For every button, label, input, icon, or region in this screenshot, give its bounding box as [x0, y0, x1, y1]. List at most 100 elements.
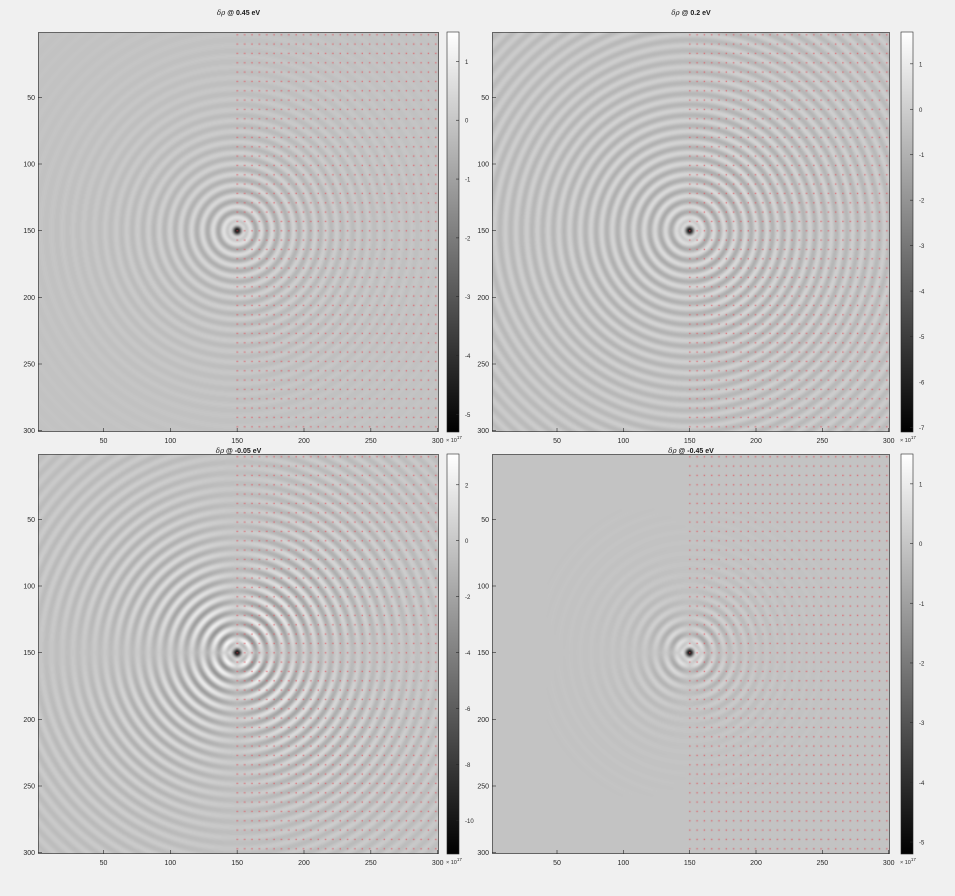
y-tick-label: 200 [477, 717, 489, 724]
x-tick-label: 250 [816, 860, 828, 867]
colorbar-exponent: × 1017 [900, 857, 916, 866]
title-text: @ 0.2 eV [681, 10, 711, 17]
colorbar-tick-label: -3 [465, 295, 471, 301]
colorbar-tick-label: -8 [465, 763, 471, 769]
colorbar-tick-label: -2 [919, 199, 925, 205]
heatmap-image [492, 454, 890, 854]
colorbar-tick-label: -6 [465, 707, 471, 713]
colorbar [900, 31, 914, 433]
y-tick-label: 150 [23, 650, 35, 657]
title-text: @ 0.45 eV [227, 10, 261, 17]
colorbar-exponent: × 1017 [446, 857, 462, 866]
x-tick-label: 50 [553, 438, 561, 445]
colorbar-tick-label: -1 [919, 602, 925, 608]
panel-3: δρ @ -0.05 eV 50 100 150 200 250 300 50 100 150 2… [0, 447, 477, 896]
colorbar-tick-label: 2 [465, 483, 469, 489]
x-tick-label: 200 [298, 438, 310, 445]
title-symbol: δρ [671, 9, 680, 17]
colorbar-tick-label: -1 [465, 178, 471, 184]
colorbar [446, 453, 460, 855]
x-tick-label: 300 [432, 860, 444, 867]
colorbar-exponent: × 1017 [900, 435, 916, 444]
y-tick-label: 100 [23, 584, 35, 591]
x-tick-label: 100 [617, 860, 629, 867]
colorbar-tick-label: -4 [465, 354, 471, 360]
y-tick-label: 250 [23, 362, 35, 369]
axes-overlay: 50 100 150 200 250 300 50 100 150 200 250 300 2 0 -2 -4… [23, 453, 474, 867]
colorbar-exponent-base: × 10 [446, 860, 457, 866]
panel-title: δρ @ -0.45 eV [492, 447, 890, 455]
heatmap-image [492, 32, 890, 432]
axes-overlay: 50 100 150 200 250 300 50 100 150 200 250 300 1 0 -1 -2… [477, 31, 925, 445]
colorbar [446, 31, 460, 433]
y-tick-label: 150 [477, 650, 489, 657]
colorbar-tick-label: -5 [465, 413, 471, 419]
x-tick-label: 150 [231, 438, 243, 445]
colorbar-tick-label: -3 [919, 721, 925, 727]
x-tick-label: 50 [553, 860, 561, 867]
colorbar-tick-label: -10 [465, 819, 474, 825]
colorbar-tick-label: 1 [465, 60, 469, 66]
heatmap-image [38, 454, 439, 854]
colorbar-tick-label: -5 [919, 841, 925, 847]
x-tick-label: 150 [684, 860, 696, 867]
colorbar-tick-label: 1 [919, 62, 923, 68]
colorbar-tick-label: -6 [919, 381, 925, 387]
title-text: @ -0.45 eV [678, 448, 714, 455]
y-tick-label: 50 [27, 517, 35, 524]
x-tick-label: 200 [750, 438, 762, 445]
title-symbol: δρ [668, 447, 677, 455]
y-tick-label: 200 [23, 717, 35, 724]
axes-frame [38, 32, 439, 432]
y-tick-label: 50 [27, 95, 35, 102]
colorbar-tick-label: 0 [465, 539, 469, 545]
x-tick-label: 100 [617, 438, 629, 445]
heatmap-image [38, 32, 439, 432]
colorbar-tick-label: 0 [919, 542, 923, 548]
y-tick-label: 250 [477, 784, 489, 791]
x-tick-label: 150 [231, 860, 243, 867]
title-symbol: δρ [216, 9, 226, 17]
colorbar-exponent: × 1017 [446, 435, 462, 444]
colorbar-tick-label: 0 [919, 108, 923, 114]
y-tick-label: 200 [23, 295, 35, 302]
y-tick-label: 100 [23, 162, 35, 169]
colorbar-exponent-base: × 10 [900, 860, 911, 866]
colorbar-tick-label: -7 [919, 426, 925, 432]
axes-overlay: 50 100 150 200 250 300 50 100 150 200 250 300 1 0 -1 -2… [477, 453, 925, 867]
colorbar-tick-label: -4 [919, 290, 925, 296]
y-tick-label: 150 [23, 228, 35, 235]
x-tick-label: 300 [883, 860, 895, 867]
x-tick-label: 250 [365, 438, 377, 445]
y-tick-label: 150 [477, 228, 489, 235]
y-tick-label: 50 [481, 517, 489, 524]
y-tick-label: 300 [477, 850, 489, 857]
x-tick-label: 50 [100, 438, 108, 445]
colorbar-tick-label: -2 [465, 595, 471, 601]
colorbar-tick-label: -1 [919, 153, 925, 159]
x-tick-label: 150 [684, 438, 696, 445]
colorbar-exponent-power: 17 [911, 857, 917, 862]
x-tick-label: 200 [750, 860, 762, 867]
x-tick-label: 250 [816, 438, 828, 445]
panel-4: δρ @ -0.45 eV 50 100 150 200 250 300 50 100 150 2… [477, 447, 955, 896]
colorbar-exponent-base: × 10 [900, 438, 911, 444]
y-tick-label: 50 [481, 95, 489, 102]
panel-1: δρ @ 0.45 eV 50 100 150 200 250 300 50 100 150 20… [0, 0, 477, 448]
colorbar-exponent-power: 17 [457, 857, 463, 862]
colorbar-tick-label: -4 [465, 651, 471, 657]
x-tick-label: 200 [298, 860, 310, 867]
colorbar-tick-label: 0 [465, 119, 469, 125]
y-tick-label: 300 [477, 428, 489, 435]
panel-title: δρ @ 0.2 eV [492, 9, 890, 17]
title-symbol: δρ [215, 447, 225, 455]
colorbar-tick-label: -2 [465, 236, 471, 242]
x-tick-label: 50 [100, 860, 108, 867]
axes-frame [492, 32, 890, 432]
y-tick-label: 200 [477, 295, 489, 302]
x-tick-label: 250 [365, 860, 377, 867]
y-tick-label: 100 [477, 162, 489, 169]
axes-overlay: 50 100 150 200 250 300 50 100 150 200 250 300 1 0 -1 -2… [23, 31, 471, 445]
title-text: @ -0.05 eV [226, 448, 262, 455]
y-tick-label: 300 [23, 428, 35, 435]
